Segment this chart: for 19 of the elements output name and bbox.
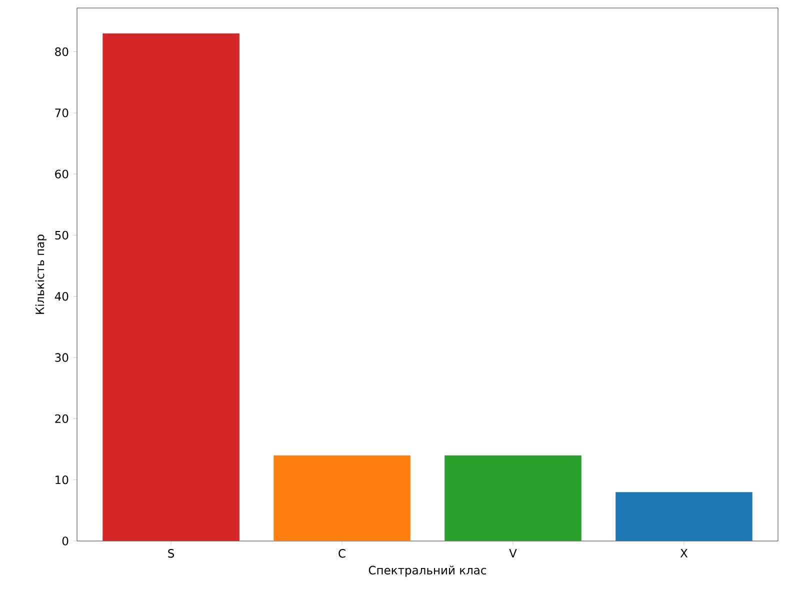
y-tick-label: 70	[55, 108, 68, 118]
bar	[444, 455, 582, 541]
y-tick-label: 40	[54, 292, 68, 301]
x-tick-label: X	[680, 549, 688, 558]
y-tick-label: 30	[55, 353, 68, 362]
x-axis-title: Спектральний клас	[368, 566, 486, 577]
y-tick-label: 60	[55, 170, 68, 178]
y-tick-label: 50	[55, 230, 68, 240]
x-tick-label: C	[338, 549, 346, 558]
y-axis-title: Кількість пар	[35, 234, 46, 314]
x-tick-label: V	[509, 549, 517, 558]
y-tick-label: 80	[55, 47, 68, 56]
bar	[102, 33, 240, 541]
y-tick-label: 0	[62, 536, 68, 546]
bar	[274, 455, 410, 541]
y-tick-label: 20	[55, 414, 68, 424]
bar	[616, 492, 752, 541]
x-tick-label: S	[168, 549, 174, 558]
y-tick-label: 10	[56, 475, 68, 484]
